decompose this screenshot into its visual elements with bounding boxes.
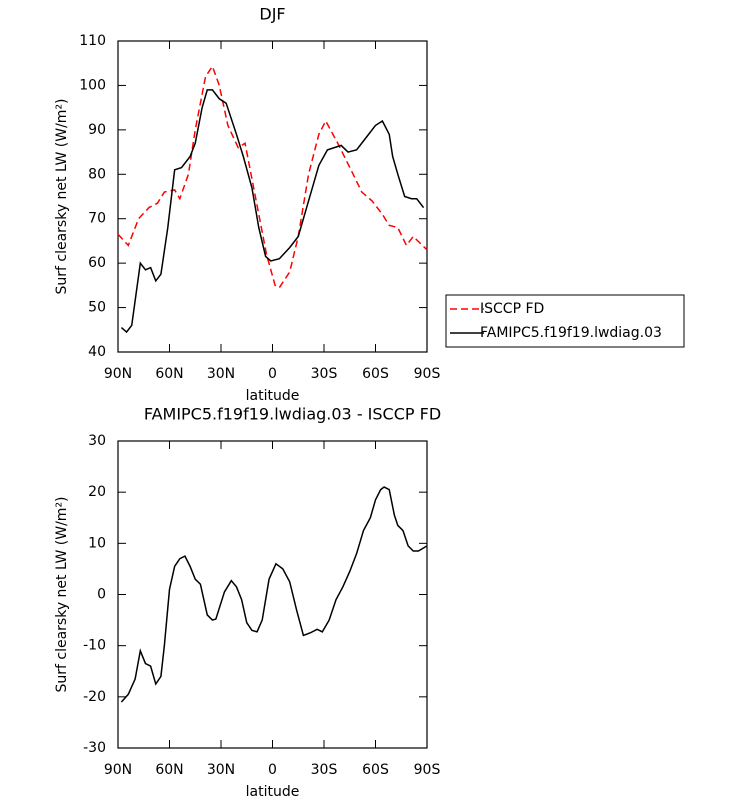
x-tick-label: 0	[268, 762, 277, 778]
y-tick-label: 60	[88, 255, 106, 271]
x-tick-label: 30S	[311, 366, 338, 382]
legend-box	[445, 294, 685, 348]
y-tick-label: 40	[88, 344, 106, 360]
x-tick-label: 30N	[207, 762, 235, 778]
x-tick-label: 90S	[414, 762, 441, 778]
data-line	[120, 89, 425, 334]
y-tick-label: 50	[88, 300, 106, 316]
x-tick-label: 60S	[362, 762, 389, 778]
x-axis-label: latitude	[246, 388, 300, 404]
x-tick-label: 90N	[104, 762, 132, 778]
x-tick-label: 30N	[207, 366, 235, 382]
y-axis-label: Surf clearsky net LW (W/m²)	[54, 496, 70, 692]
x-tick-label: 60S	[362, 366, 389, 382]
plot-frame	[117, 440, 428, 749]
x-tick-label: 60N	[155, 762, 183, 778]
y-tick-label: -30	[83, 740, 106, 756]
y-tick-label: -20	[83, 689, 106, 705]
legend-label: ISCCP FD	[480, 301, 544, 317]
y-tick-label: 10	[88, 535, 106, 551]
y-tick-label: 0	[97, 587, 106, 603]
y-tick-label: -10	[83, 638, 106, 654]
y-tick-label: 90	[88, 122, 106, 138]
chart-title: FAMIPC5.f19f19.lwdiag.03 - ISCCP FD	[144, 405, 441, 424]
y-tick-label: 20	[88, 484, 106, 500]
y-tick-label: 70	[88, 211, 106, 227]
x-tick-label: 90N	[104, 366, 132, 382]
y-tick-label: 30	[88, 433, 106, 449]
x-axis-label: latitude	[246, 784, 300, 800]
plot-frame	[117, 40, 428, 353]
y-tick-label: 80	[88, 166, 106, 182]
data-line	[117, 64, 428, 289]
chart-title: DJF	[259, 5, 285, 24]
y-tick-label: 110	[79, 33, 106, 49]
x-tick-label: 30S	[311, 762, 338, 778]
y-axis-label: Surf clearsky net LW (W/m²)	[54, 98, 70, 294]
x-tick-label: 0	[268, 366, 277, 382]
data-line	[120, 486, 428, 703]
x-tick-label: 60N	[155, 366, 183, 382]
legend-label: FAMIPC5.f19f19.lwdiag.03	[480, 325, 662, 341]
x-tick-label: 90S	[414, 366, 441, 382]
y-tick-label: 100	[79, 77, 106, 93]
